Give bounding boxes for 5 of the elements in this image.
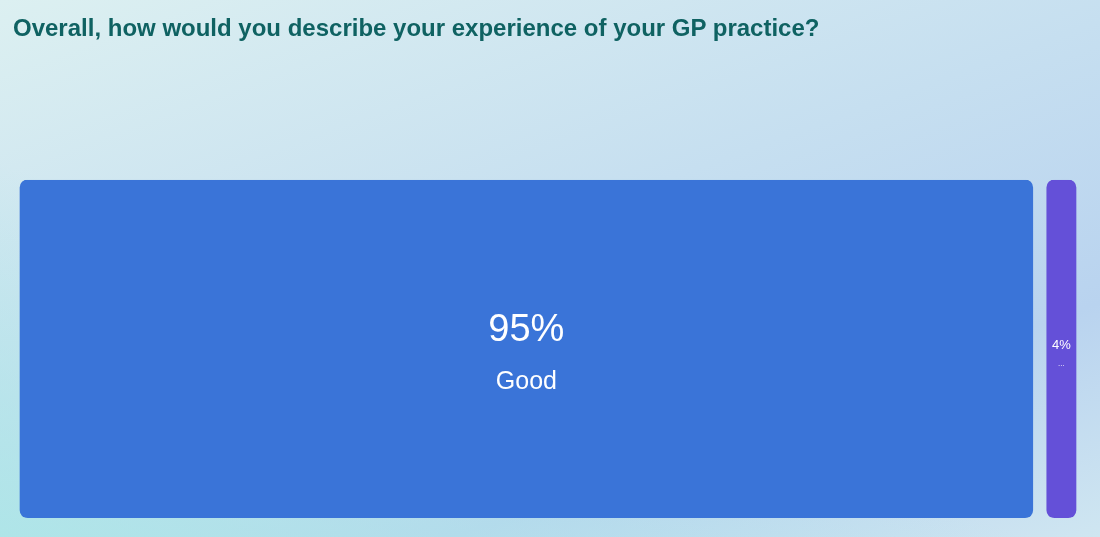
category-label: Good	[495, 365, 557, 394]
text: Overall, how would you describe your experience of your GP practice?	[13, 14, 820, 42]
data-label: 95%	[488, 307, 565, 350]
category-label: ...	[1058, 359, 1065, 369]
data-label: 4%	[1051, 337, 1072, 353]
